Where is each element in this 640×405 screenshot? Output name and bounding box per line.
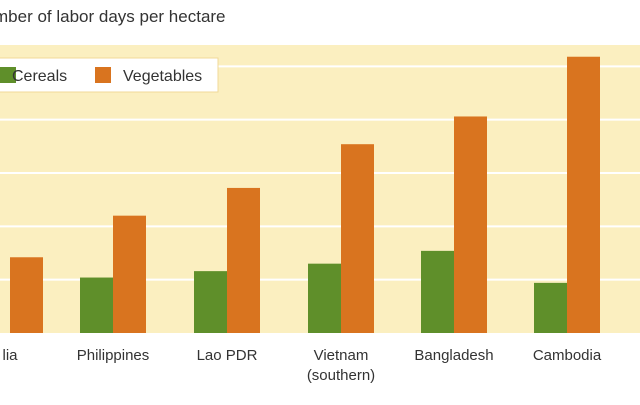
bar-vegetables-0	[10, 257, 43, 333]
bar-cereals-4	[421, 250, 454, 333]
bar-vegetables-5	[567, 56, 600, 333]
category-label-2: Lao PDR	[197, 347, 258, 364]
bar-vegetables-1	[113, 215, 146, 333]
category-label-1: Philippines	[77, 347, 150, 364]
legend-label-vegetables: Vegetables	[123, 68, 202, 85]
legend-swatch-cereals	[0, 67, 16, 83]
category-label-3-line1: (southern)	[307, 367, 375, 384]
category-label-0: lia	[2, 347, 18, 364]
bar-cereals-3	[308, 263, 341, 333]
bar-cereals-2	[194, 271, 227, 333]
bar-vegetables-4	[454, 116, 487, 333]
bar-vegetables-3	[341, 144, 374, 333]
bar-vegetables-2	[227, 187, 260, 333]
category-label-5: Cambodia	[533, 347, 602, 364]
legend-swatch-vegetables	[95, 67, 111, 83]
bar-cereals-1	[80, 277, 113, 333]
category-label-3: Vietnam	[314, 347, 369, 364]
bar-cereals-5	[534, 282, 567, 333]
category-label-4: Bangladesh	[414, 347, 493, 364]
legend-label-cereals: Cereals	[12, 68, 67, 85]
chart-title: mber of labor days per hectare	[0, 7, 226, 26]
